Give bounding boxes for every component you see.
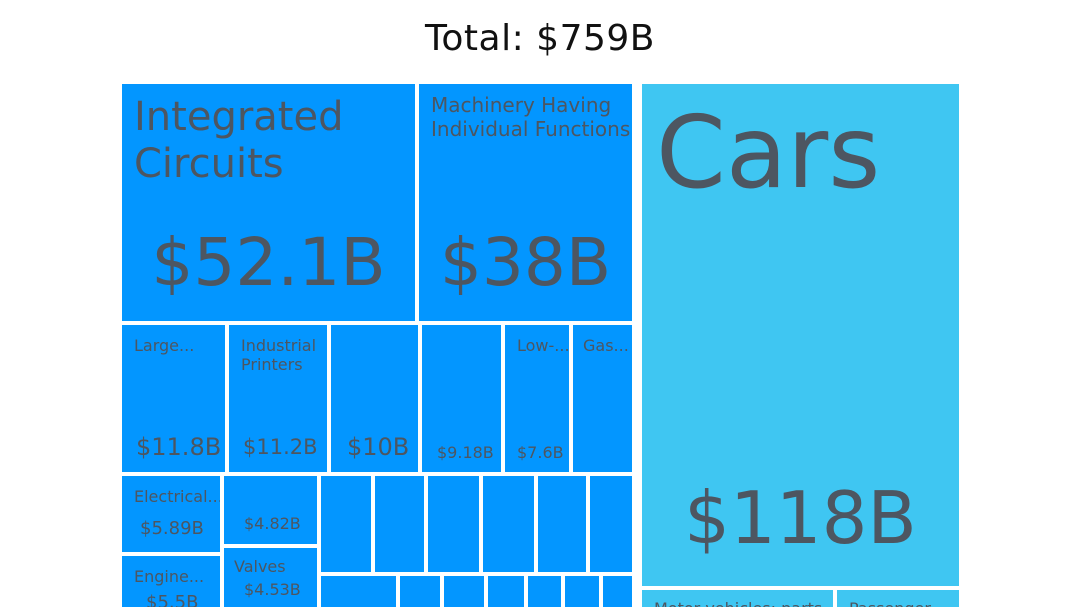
treemap-tile-industrial-printers[interactable]: Industrial Printers $11.2B: [227, 323, 329, 474]
treemap-tile-electrical[interactable]: Electrical... $5.89B: [120, 474, 222, 554]
treemap-tile-cars[interactable]: Cars $118B: [640, 82, 961, 588]
treemap-tile-5[interactable]: $9.18B: [420, 323, 503, 474]
treemap-tile-machinery-having-individual-functions[interactable]: Machinery Having Individual Functions $38…: [417, 82, 634, 323]
treemap-tile-small-3[interactable]: [426, 474, 481, 574]
tile-label: Integrated Circuits: [134, 94, 344, 188]
treemap-tile-small-12[interactable]: [563, 574, 601, 607]
chart-title: Total: $759B: [425, 18, 655, 59]
tile-label: Large...: [134, 336, 195, 355]
treemap-tile-passenger[interactable]: Passenger...: [835, 588, 961, 607]
tile-label: Low-...: [517, 336, 570, 355]
treemap-tile-9[interactable]: $4.82B: [222, 474, 319, 546]
treemap-tile-small-4[interactable]: [481, 474, 536, 574]
tile-value: $4.82B: [244, 514, 301, 533]
treemap-tile-small-1[interactable]: [319, 474, 373, 574]
treemap-tile-small-5[interactable]: [536, 474, 588, 574]
treemap-tile-large[interactable]: Large... $11.8B: [120, 323, 227, 474]
treemap-tile-low[interactable]: Low-... $7.6B: [503, 323, 571, 474]
treemap-tile-4[interactable]: $10B: [329, 323, 420, 474]
treemap-tile-small-7[interactable]: [319, 574, 398, 607]
tile-value: $52.1B: [151, 224, 386, 301]
tile-value: $38B: [439, 224, 612, 301]
treemap-tile-motor-vehicles-parts[interactable]: Motor vehicles; parts...: [640, 588, 835, 607]
tile-label: Gas...: [583, 336, 629, 355]
treemap-tile-small-11[interactable]: [526, 574, 563, 607]
treemap-tile-integrated-circuits[interactable]: Integrated Circuits $52.1B: [120, 82, 417, 323]
treemap-tile-small-10[interactable]: [486, 574, 526, 607]
tile-value: $10B: [347, 433, 410, 461]
treemap-tile-gas[interactable]: Gas...: [571, 323, 634, 474]
treemap-tile-small-13[interactable]: [601, 574, 634, 607]
tile-label: Passenger...: [849, 599, 959, 607]
treemap-tile-small-9[interactable]: [442, 574, 486, 607]
tile-value: $9.18B: [437, 443, 494, 462]
treemap-tile-small-6[interactable]: [588, 474, 634, 574]
tile-value: $5.89B: [140, 518, 204, 539]
tile-value: $7.6B: [517, 443, 564, 462]
treemap-tile-small-8[interactable]: [398, 574, 442, 607]
tile-value: $11.2B: [243, 435, 318, 459]
tile-value: $118B: [684, 476, 917, 560]
tile-label: Motor vehicles; parts...: [654, 599, 833, 607]
tile-label: Valves: [234, 557, 286, 576]
tile-value: $11.8B: [136, 433, 222, 461]
treemap-tile-valves[interactable]: Valves $4.53B: [222, 546, 319, 607]
treemap-tile-engine[interactable]: Engine... $5.5B: [120, 554, 222, 607]
tile-value: $5.5B: [146, 592, 199, 607]
tile-label: Industrial Printers: [241, 336, 317, 374]
treemap-tile-small-2[interactable]: [373, 474, 426, 574]
tile-label: Machinery Having Individual Functions: [431, 93, 631, 141]
tile-value: $4.53B: [244, 580, 301, 599]
tile-label: Electrical...: [134, 487, 222, 506]
tile-label: Engine...: [134, 567, 205, 586]
tile-label: Cars: [656, 94, 881, 211]
